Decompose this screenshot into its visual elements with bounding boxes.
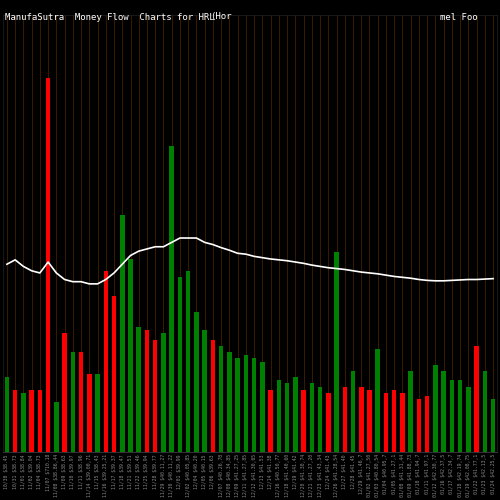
Bar (79, 352, 84, 452)
Bar (38, 390, 42, 452)
Bar (491, 399, 496, 452)
Bar (293, 377, 298, 452)
Bar (252, 358, 256, 452)
Bar (104, 271, 108, 452)
Bar (425, 396, 430, 452)
Bar (21, 392, 25, 452)
Text: ManufaSutra  Money Flow  Charts for HRL: ManufaSutra Money Flow Charts for HRL (5, 12, 214, 22)
Bar (236, 358, 240, 452)
Bar (359, 386, 364, 452)
Bar (144, 330, 150, 452)
Bar (474, 346, 479, 452)
Bar (54, 402, 58, 452)
Bar (318, 386, 322, 452)
Bar (376, 349, 380, 452)
Bar (227, 352, 232, 452)
Bar (302, 390, 306, 452)
Bar (4, 377, 9, 452)
Bar (128, 258, 133, 452)
Bar (210, 340, 215, 452)
Bar (96, 374, 100, 452)
Bar (244, 356, 248, 452)
Bar (30, 390, 34, 452)
Bar (62, 334, 67, 452)
Bar (194, 312, 198, 452)
Bar (442, 371, 446, 452)
Bar (416, 399, 421, 452)
Bar (161, 334, 166, 452)
Bar (458, 380, 462, 452)
Bar (285, 384, 290, 452)
Bar (268, 390, 273, 452)
Text: mel Foo: mel Foo (440, 12, 478, 22)
Bar (46, 78, 50, 452)
Bar (466, 386, 470, 452)
Bar (153, 340, 158, 452)
Bar (400, 392, 404, 452)
Bar (350, 371, 356, 452)
Bar (120, 215, 124, 452)
Bar (13, 390, 18, 452)
Bar (433, 364, 438, 452)
Bar (70, 352, 75, 452)
Bar (384, 392, 388, 452)
Bar (178, 278, 182, 452)
Bar (334, 252, 339, 452)
Bar (202, 330, 207, 452)
Bar (482, 371, 487, 452)
Bar (170, 146, 174, 452)
Bar (326, 392, 330, 452)
Bar (219, 346, 224, 452)
Bar (310, 384, 314, 452)
Text: (Hor: (Hor (210, 12, 232, 22)
Bar (392, 390, 396, 452)
Bar (342, 386, 347, 452)
Bar (136, 327, 141, 452)
Bar (186, 271, 190, 452)
Bar (367, 390, 372, 452)
Bar (87, 374, 92, 452)
Bar (260, 362, 264, 452)
Bar (450, 380, 454, 452)
Bar (276, 380, 281, 452)
Bar (112, 296, 116, 452)
Bar (408, 371, 413, 452)
